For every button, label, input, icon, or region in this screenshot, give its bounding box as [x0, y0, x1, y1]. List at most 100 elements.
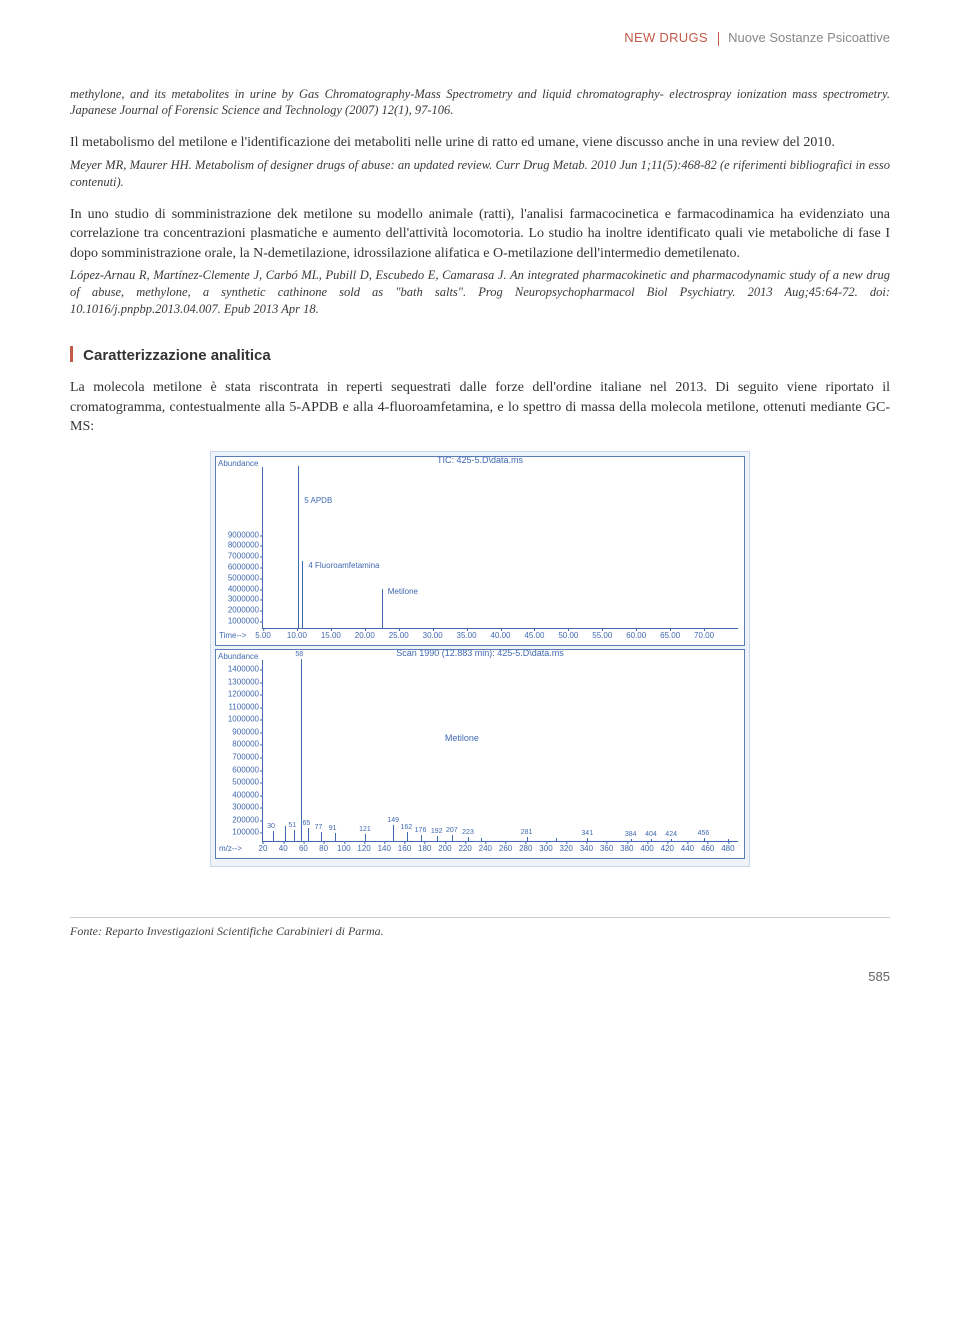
peak-line	[437, 836, 438, 841]
y-tick: 500000	[217, 778, 259, 787]
y-tick: 1200000	[217, 690, 259, 699]
x-tick: 380	[620, 844, 633, 853]
mz-label: 121	[359, 826, 371, 833]
peak-line	[335, 833, 336, 841]
peak-line	[298, 466, 299, 628]
compound-label: Metilone	[445, 733, 479, 743]
citation-text: Meyer MR, Maurer HH. Metabolism of desig…	[70, 157, 890, 191]
x-tick: 400	[640, 844, 653, 853]
x-tick: 20.00	[355, 631, 375, 640]
mz-label: 30	[267, 823, 275, 830]
page-header: NEW DRUGS Nuove Sostanze Psicoattive	[70, 30, 890, 46]
mz-label: 176	[415, 827, 427, 834]
chromatogram-panel: TIC: 425-5.D\data.ms Abundance 1.5e+071.4e…	[215, 456, 745, 646]
body-paragraph: Il metabolismo del metilone e l'identifi…	[70, 133, 890, 153]
peak-line	[728, 839, 729, 841]
x-tick: 260	[499, 844, 512, 853]
x-tick: 30.00	[423, 631, 443, 640]
mz-label: 456	[698, 830, 710, 837]
mz-label: 424	[665, 831, 677, 838]
header-subtitle: Nuove Sostanze Psicoattive	[728, 30, 890, 45]
mz-label: 281	[521, 829, 533, 836]
y-tick: 1000000	[217, 715, 259, 724]
x-tick: 5.00	[255, 631, 271, 640]
section-heading-text: Caratterizzazione analitica	[83, 347, 271, 364]
y-tick: 600000	[217, 765, 259, 774]
peak-line	[308, 828, 309, 841]
x-tick: 10.00	[287, 631, 307, 640]
y-tick: 400000	[217, 790, 259, 799]
peak-line	[365, 834, 366, 841]
y-tick: 100000	[217, 828, 259, 837]
mz-label: 223	[462, 829, 474, 836]
header-category: NEW DRUGS	[624, 30, 708, 45]
peak-line	[481, 838, 482, 841]
mz-label: 77	[315, 824, 323, 831]
y-tick: 900000	[217, 727, 259, 736]
peak-line	[631, 839, 632, 841]
x-axis-label: m/z-->	[219, 844, 242, 853]
peak-line	[321, 832, 322, 841]
x-tick: 35.00	[457, 631, 477, 640]
y-tick: 300000	[217, 803, 259, 812]
page-number: 585	[70, 969, 890, 984]
x-tick: 25.00	[389, 631, 409, 640]
x-tick: 360	[600, 844, 613, 853]
peak-line	[382, 589, 383, 628]
peak-line	[452, 835, 453, 841]
mz-label: 404	[645, 831, 657, 838]
y-tick: 700000	[217, 752, 259, 761]
peak-line	[294, 830, 295, 841]
x-tick: 200	[438, 844, 451, 853]
x-tick: 160	[398, 844, 411, 853]
peak-label: 5 APDB	[304, 496, 332, 505]
y-tick: 1400000	[217, 665, 259, 674]
x-tick: 45.00	[524, 631, 544, 640]
header-separator	[718, 32, 719, 46]
y-tick: 1300000	[217, 677, 259, 686]
figure-source: Fonte: Reparto Investigazioni Scientific…	[70, 917, 890, 939]
x-tick: 420	[661, 844, 674, 853]
mass-spectrum-panel: Scan 1990 (12.883 min): 425-5.D\data.msA…	[215, 649, 745, 859]
mz-label: 341	[581, 830, 593, 837]
x-tick: 50.00	[558, 631, 578, 640]
peak-line	[273, 831, 274, 841]
peak-line	[587, 838, 588, 841]
y-tick: 3000000	[217, 595, 259, 604]
peak-line	[285, 826, 286, 841]
x-tick: 120	[357, 844, 370, 853]
mz-label: 384	[625, 831, 637, 838]
x-tick: 40.00	[490, 631, 510, 640]
peak-line	[301, 659, 302, 841]
x-tick: 60.00	[626, 631, 646, 640]
mz-label: 65	[302, 820, 310, 827]
peak-line	[651, 839, 652, 841]
mz-label: 207	[446, 827, 458, 834]
plot-area: 1.5e+071.4e+071.3e+071.2e+071.1e+071e+07…	[262, 467, 738, 629]
mz-label: 192	[431, 828, 443, 835]
plot-area: 1400000130000012000001100000100000090000…	[262, 660, 738, 842]
chrom-title: TIC: 425-5.D\data.ms	[437, 455, 523, 465]
x-tick: 20	[259, 844, 268, 853]
ms-title: Scan 1990 (12.883 min): 425-5.D\data.ms	[396, 648, 564, 658]
section-bar-icon	[70, 346, 73, 362]
y-tick: 8000000	[217, 541, 259, 550]
y-tick: 1000000	[217, 617, 259, 626]
section-body: La molecola metilone è stata riscontrata…	[70, 378, 890, 437]
x-tick: 280	[519, 844, 532, 853]
x-tick: 100	[337, 844, 350, 853]
x-tick: 140	[378, 844, 391, 853]
mz-label: 51	[288, 822, 296, 829]
x-tick: 70.00	[694, 631, 714, 640]
y-tick: 5000000	[217, 573, 259, 582]
mz-label: 91	[329, 825, 337, 832]
y-axis-label: Abundance	[218, 459, 258, 468]
x-tick: 40	[279, 844, 288, 853]
y-tick: 200000	[217, 815, 259, 824]
y-tick: 1100000	[217, 702, 259, 711]
peak-label: 4 Fluoroamfetamina	[308, 561, 379, 570]
peak-line	[671, 839, 672, 841]
peak-line	[468, 837, 469, 841]
x-tick: 220	[458, 844, 471, 853]
section-heading: Caratterizzazione analitica	[70, 346, 890, 364]
